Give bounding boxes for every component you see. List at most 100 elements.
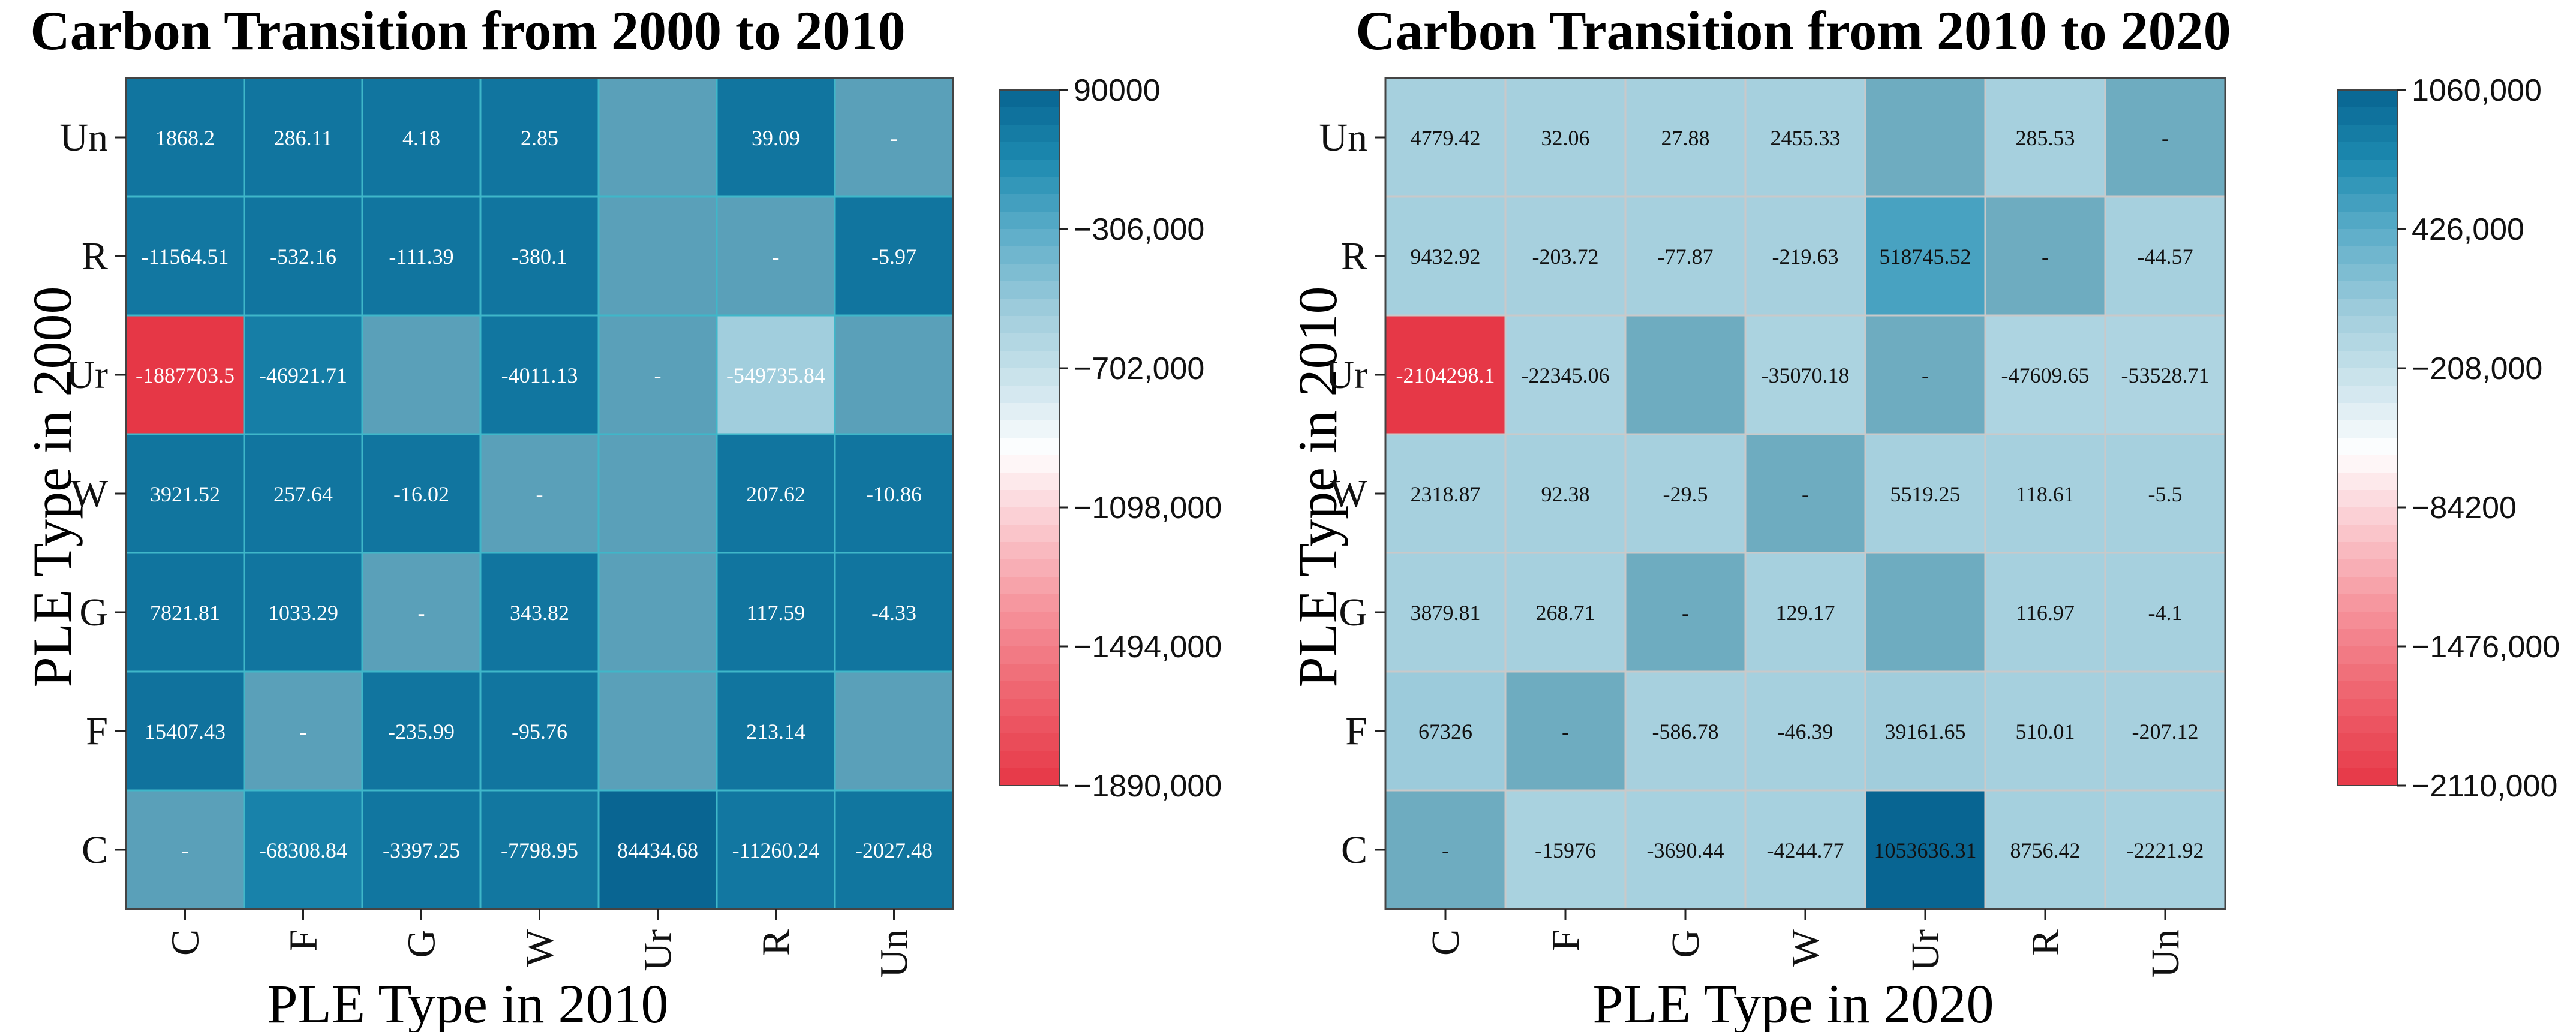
heatmap-cell	[1504, 77, 1627, 198]
colorbar-band	[999, 264, 1059, 282]
colorbar-band	[2337, 160, 2397, 177]
x-tick-label: W	[518, 929, 562, 967]
colorbar-band	[999, 299, 1059, 317]
colorbar-tick-label: −84200	[2412, 491, 2517, 525]
cell-value-label: -	[773, 245, 780, 269]
x-tick-label: Un	[2144, 929, 2187, 978]
colorbar-band	[999, 368, 1059, 386]
cell-value-label: 268.71	[1536, 601, 1595, 625]
cell-value-label: 8756.42	[2010, 838, 2081, 862]
heatmap-cell	[834, 77, 954, 198]
y-tick-label: Un	[1319, 116, 1367, 160]
colorbar-band	[999, 420, 1059, 438]
heatmap-cell	[2104, 314, 2226, 435]
colorbar-tick-label: −1890,000	[1074, 769, 1222, 804]
cell-value-label: -44.57	[2138, 245, 2193, 269]
chart-2-ylabel: PLE Type in 2010	[1287, 286, 1348, 687]
y-tick-label: C	[1341, 828, 1367, 872]
colorbar-band	[999, 699, 1059, 717]
cell-value-label: -	[182, 838, 189, 862]
y-tick-label: R	[82, 234, 108, 278]
colorbar-band	[999, 125, 1059, 143]
x-tick-label: G	[1664, 929, 1708, 958]
heatmap-cell	[125, 314, 245, 435]
cell-value-label: -207.12	[2132, 720, 2199, 744]
colorbar-band	[2337, 455, 2397, 473]
colorbar-band	[999, 525, 1059, 543]
colorbar-band	[2337, 768, 2397, 786]
colorbar-band	[999, 681, 1059, 699]
heatmap-cell	[479, 789, 600, 910]
heatmap-cell	[1624, 314, 1747, 435]
x-tick-label: W	[1784, 929, 1827, 967]
colorbar-tick-label: −1098,000	[1074, 491, 1222, 525]
y-tick-label: G	[79, 591, 108, 634]
colorbar-tick-label: −1476,000	[2412, 630, 2560, 664]
heatmap-cell	[2104, 77, 2226, 198]
heatmap-cell	[597, 77, 718, 198]
heatmap-cell	[1624, 77, 1747, 198]
y-tick-label: C	[82, 828, 108, 872]
cell-value-label: 129.17	[1776, 601, 1835, 625]
cell-value-label: -47609.65	[2001, 363, 2090, 387]
colorbar-band	[999, 333, 1059, 351]
cell-value-label: -22345.06	[1522, 363, 1610, 387]
heatmap-cell	[479, 77, 600, 198]
heatmap-cell	[834, 195, 954, 317]
colorbar-band	[999, 577, 1059, 595]
cell-value-label: -2104298.1	[1396, 363, 1495, 387]
colorbar-band	[999, 177, 1059, 195]
cell-value-label: 67326	[1418, 720, 1472, 744]
cell-value-label: -	[1562, 720, 1569, 744]
cell-value-label: 1033.29	[268, 601, 338, 625]
x-tick-label: Ur	[636, 929, 680, 971]
chart-1: Carbon Transition from 2000 to 2010 PLE …	[22, 0, 906, 1032]
y-tick-label: Ur	[66, 353, 108, 397]
colorbar-tick-label: 1060,000	[2412, 73, 2542, 108]
colorbar-band	[2337, 212, 2397, 230]
colorbar-band	[2337, 281, 2397, 299]
cell-value-label: -5.97	[871, 245, 916, 269]
colorbar-band	[999, 316, 1059, 334]
x-tick-label: C	[1424, 929, 1468, 956]
heatmap-cell	[1984, 789, 2106, 910]
cell-value-label: -10.86	[866, 482, 922, 506]
colorbar-tick-label: −1494,000	[1074, 630, 1222, 664]
colorbar-band	[999, 455, 1059, 473]
colorbar-band	[2337, 664, 2397, 682]
heatmap-cell	[361, 670, 482, 792]
cell-value-label: -	[1802, 482, 1809, 506]
colorbar-band	[999, 194, 1059, 212]
colorbar-band	[2337, 194, 2397, 212]
heatmap-cell	[243, 552, 363, 673]
heatmap-cell	[834, 433, 954, 554]
colorbar-band	[2337, 612, 2397, 630]
cell-value-label: -111.39	[389, 245, 453, 269]
colorbar-band	[2337, 177, 2397, 195]
heatmap-cell	[479, 433, 600, 554]
cell-value-label: -2027.48	[855, 838, 933, 862]
cell-value-label: 343.82	[510, 601, 569, 625]
colorbar-band	[2337, 577, 2397, 595]
cell-value-label: 39161.65	[1885, 720, 1966, 744]
colorbar-band	[2337, 142, 2397, 160]
heatmap-cell	[1744, 433, 1866, 554]
cell-value-label: 257.64	[273, 482, 333, 506]
cell-value-label: -68308.84	[259, 838, 347, 862]
heatmap-cell	[1384, 314, 1507, 435]
heatmap-cell	[361, 314, 482, 435]
heatmap-cell	[479, 552, 600, 673]
colorbar: 1060,000 426,000 −208,000 −84200 −1476,000 −2…	[2337, 73, 2560, 804]
y-tick-label: G	[1339, 591, 1367, 634]
cell-value-label: -	[1922, 363, 1929, 387]
colorbar-band	[2337, 559, 2397, 577]
cell-value-label: 285.53	[2016, 126, 2075, 150]
chart-2: Carbon Transition from 2010 to 2020 PLE …	[1287, 0, 2231, 1032]
colorbar-band	[2337, 316, 2397, 334]
colorbar-band	[2337, 368, 2397, 386]
x-tick-label: G	[400, 929, 444, 958]
colorbar-band	[999, 507, 1059, 525]
cell-value-label: -549735.84	[726, 363, 825, 387]
heatmap-cell	[1984, 77, 2106, 198]
colorbar-band	[2337, 351, 2397, 369]
